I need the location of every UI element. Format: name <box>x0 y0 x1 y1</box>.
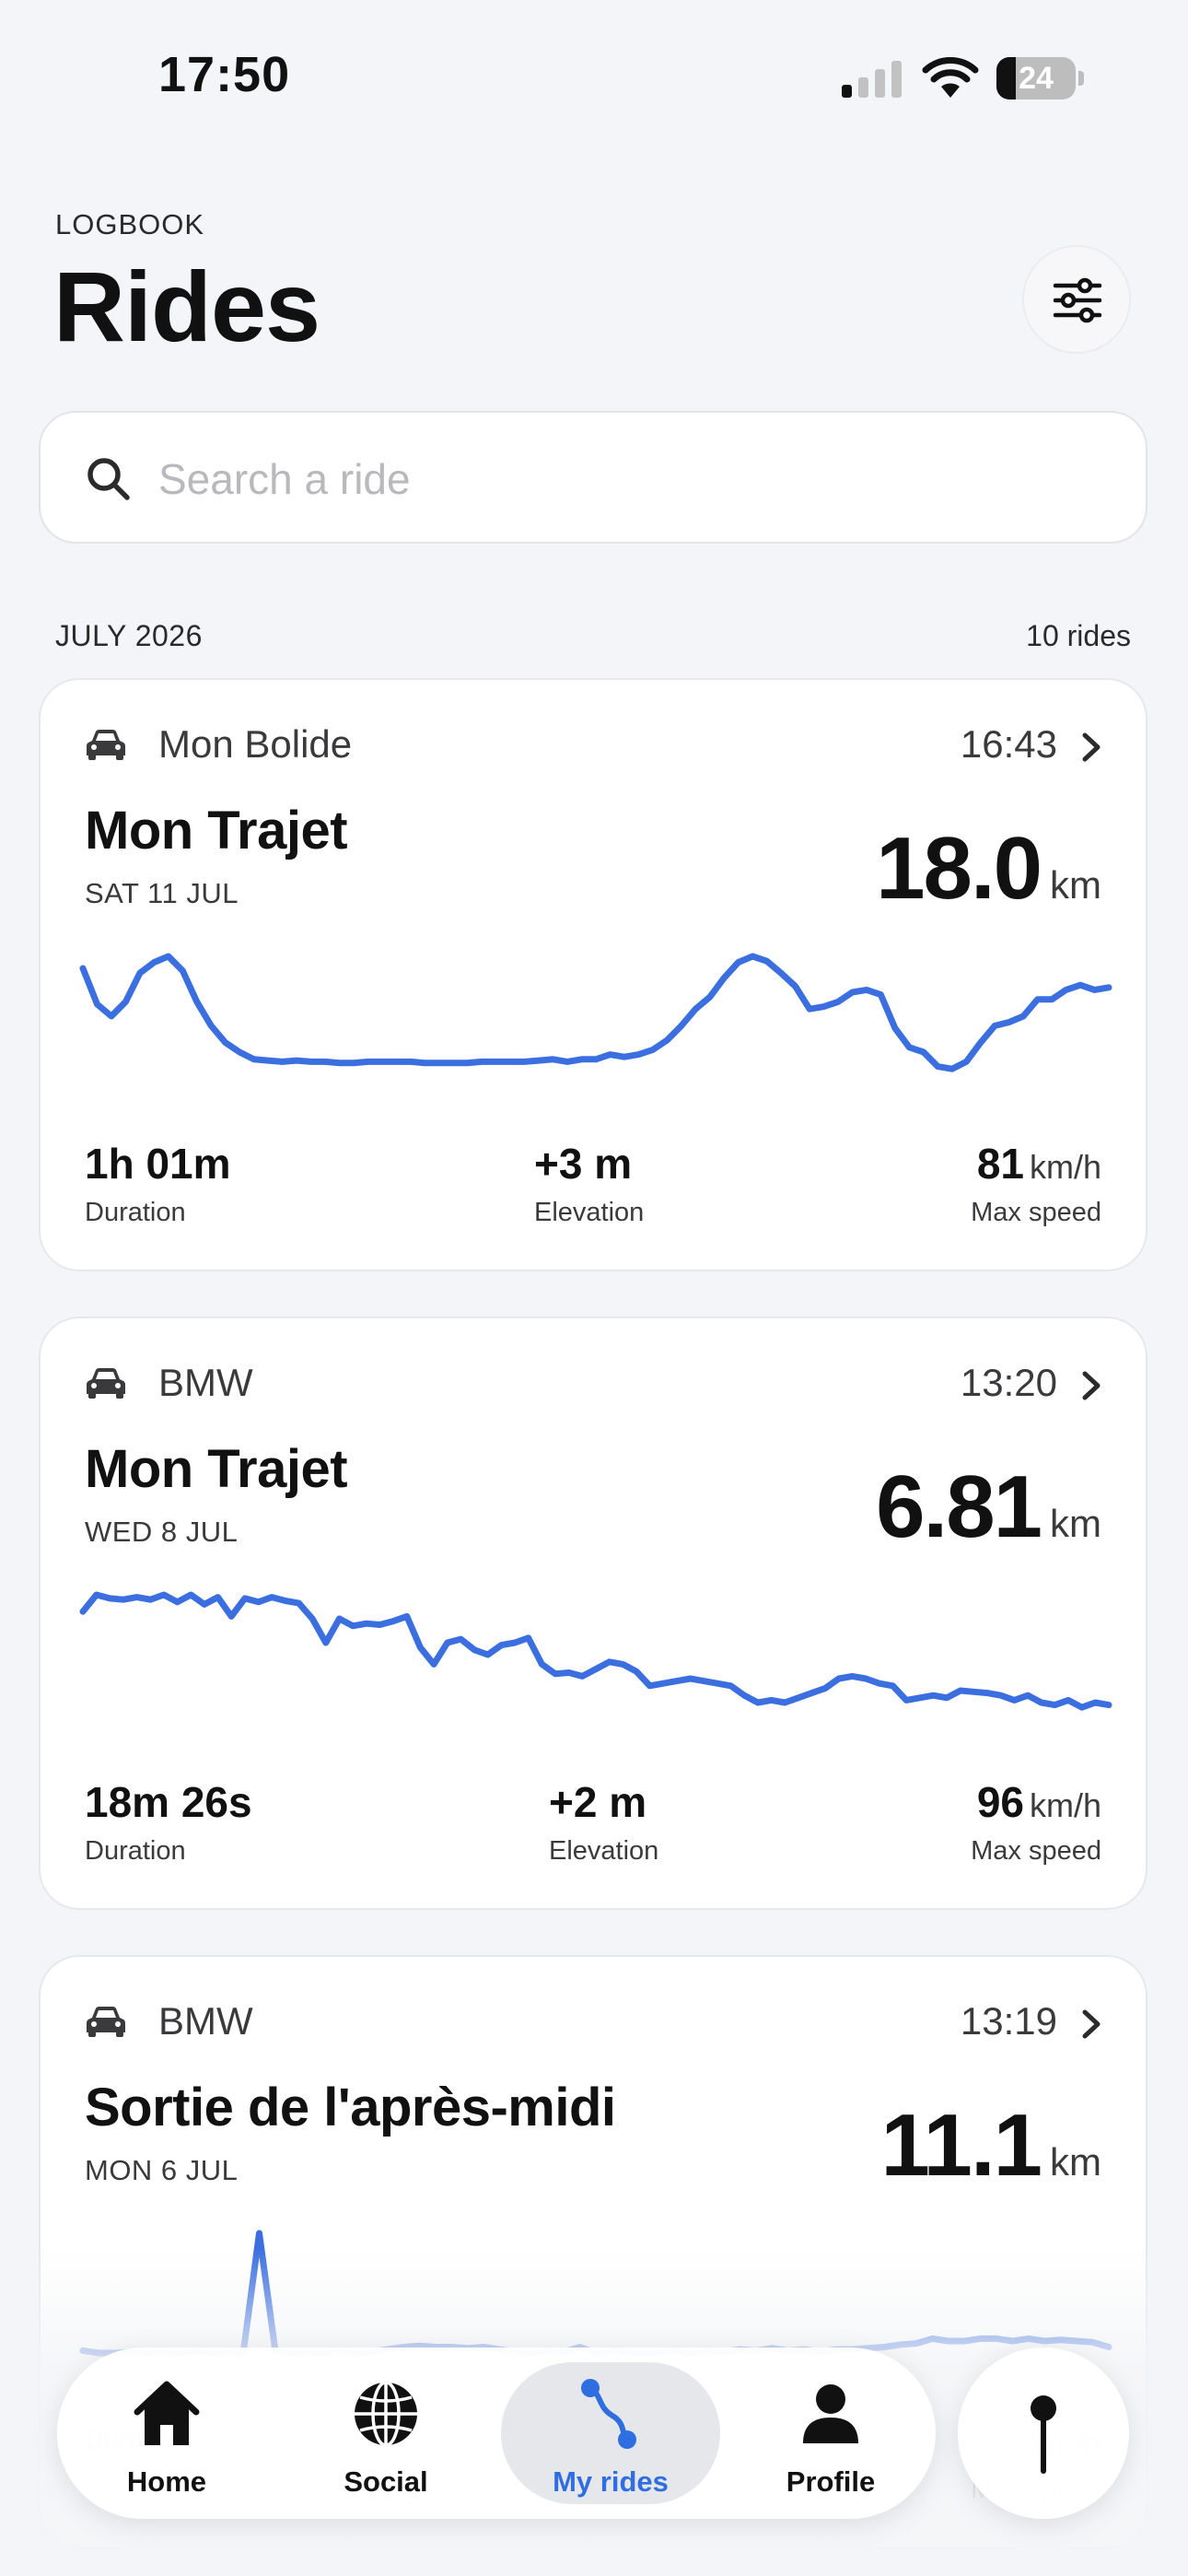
ride-duration-value: 1h 01m <box>85 1140 231 1188</box>
tab-profile[interactable]: Profile <box>726 2348 936 2519</box>
ride-distance: 18.0 km <box>876 818 1101 919</box>
chevron-right-icon <box>1082 1371 1101 1400</box>
ride-distance: 11.1 km <box>880 2095 1101 2196</box>
ride-distance-unit: km <box>1050 2140 1101 2184</box>
section-month: JULY 2026 <box>55 619 203 652</box>
filter-button[interactable] <box>1022 245 1131 354</box>
search-icon <box>87 458 130 500</box>
ride-duration: 18m 26s Duration <box>85 1777 252 1867</box>
ride-distance-unit: km <box>1050 863 1101 907</box>
elevation-line <box>79 1591 1112 1711</box>
ride-start-time: 13:20 <box>960 1361 1057 1404</box>
ride-elevation-label: Elevation <box>534 1198 645 1227</box>
ride-name: Mon Trajet <box>85 1439 348 1499</box>
ride-duration: 1h 01m Duration <box>85 1139 231 1228</box>
search-bar[interactable] <box>39 411 1147 544</box>
battery-icon: 24 <box>996 57 1085 100</box>
tab-bar: Home Social My rides Profile <box>57 2348 936 2519</box>
ride-date: SAT 11 JUL <box>85 877 239 909</box>
ride-max-speed-unit: km/h <box>1029 1148 1101 1186</box>
ride-duration-value: 18m 26s <box>85 1778 252 1826</box>
ride-vehicle: BMW <box>158 1361 253 1404</box>
chevron-right-icon <box>1082 732 1101 762</box>
ride-elevation-value: +2 m <box>549 1778 647 1826</box>
tab-home[interactable]: Home <box>57 2348 276 2519</box>
search-input[interactable] <box>157 444 1081 514</box>
ride-distance-value: 6.81 <box>876 1458 1042 1556</box>
ride-duration-label: Duration <box>85 1836 186 1866</box>
battery-percentage: 24 <box>1019 61 1054 96</box>
tab-my-rides[interactable]: My rides <box>490 2348 731 2519</box>
wifi-icon <box>922 57 979 98</box>
ride-card[interactable]: BMW 13:20 Mon Trajet WED 8 JUL 6.81 km 18… <box>39 1317 1147 1910</box>
ride-elevation: +2 m Elevation <box>549 1777 658 1867</box>
ride-max-speed-label: Max speed <box>971 1836 1101 1866</box>
home-icon <box>134 2381 200 2445</box>
ride-distance-unit: km <box>1050 1502 1101 1545</box>
ride-elevation-value: +3 m <box>534 1140 633 1188</box>
ride-duration-label: Duration <box>85 1198 186 1227</box>
elevation-chart <box>79 1591 1112 1711</box>
ride-date: MON 6 JUL <box>85 2154 239 2186</box>
car-icon <box>87 2007 125 2037</box>
cellular-signal-icon <box>842 61 902 98</box>
ride-start-time: 16:43 <box>960 722 1057 766</box>
tab-social[interactable]: Social <box>276 2348 495 2519</box>
ride-name: Sortie de l'après-midi <box>85 2078 616 2137</box>
ride-max-speed-value: 96 <box>976 1778 1024 1826</box>
ride-name: Mon Trajet <box>85 801 348 861</box>
map-pin-icon <box>1031 2395 1056 2474</box>
car-icon <box>87 730 125 760</box>
ride-distance: 6.81 km <box>876 1457 1101 1558</box>
page-title: Rides <box>53 251 320 362</box>
ride-max-speed-value: 81 <box>976 1140 1024 1188</box>
ride-distance-value: 11.1 <box>880 2096 1042 2195</box>
tab-label-profile: Profile <box>786 2465 876 2498</box>
ride-elevation: +3 m Elevation <box>534 1139 644 1228</box>
ride-date: WED 8 JUL <box>85 1516 239 1548</box>
status-time: 17:50 <box>158 47 291 102</box>
ride-max-speed: 81 km/h Max speed <box>971 1139 1101 1228</box>
elevation-chart <box>79 953 1112 1072</box>
ride-max-speed-unit: km/h <box>1029 1786 1101 1824</box>
tab-label-social: Social <box>344 2465 428 2498</box>
sliders-icon <box>1053 277 1102 323</box>
ride-card[interactable]: Mon Bolide 16:43 Mon Trajet SAT 11 JUL 1… <box>39 678 1147 1271</box>
route-icon <box>581 2379 636 2449</box>
elevation-line <box>79 953 1112 1072</box>
tab-label-home: Home <box>126 2465 207 2498</box>
globe-icon <box>355 2381 417 2447</box>
active-tab-highlight <box>501 2362 720 2504</box>
map-pin-button[interactable] <box>958 2348 1129 2519</box>
chevron-right-icon <box>1082 2009 1101 2039</box>
ride-distance-value: 18.0 <box>876 819 1042 918</box>
ride-max-speed: 96 km/h Max speed <box>971 1777 1101 1867</box>
tab-label-my-rides: My rides <box>553 2465 669 2498</box>
person-icon <box>803 2384 858 2443</box>
ride-max-speed-label: Max speed <box>971 1198 1101 1227</box>
section-ride-count: 10 rides <box>1026 619 1131 652</box>
page-eyebrow: LOGBOOK <box>55 208 205 240</box>
ride-vehicle: Mon Bolide <box>158 722 353 766</box>
ride-elevation-label: Elevation <box>549 1836 659 1866</box>
ride-start-time: 13:19 <box>960 1999 1057 2043</box>
ride-vehicle: BMW <box>158 1999 253 2043</box>
car-icon <box>87 1368 125 1399</box>
